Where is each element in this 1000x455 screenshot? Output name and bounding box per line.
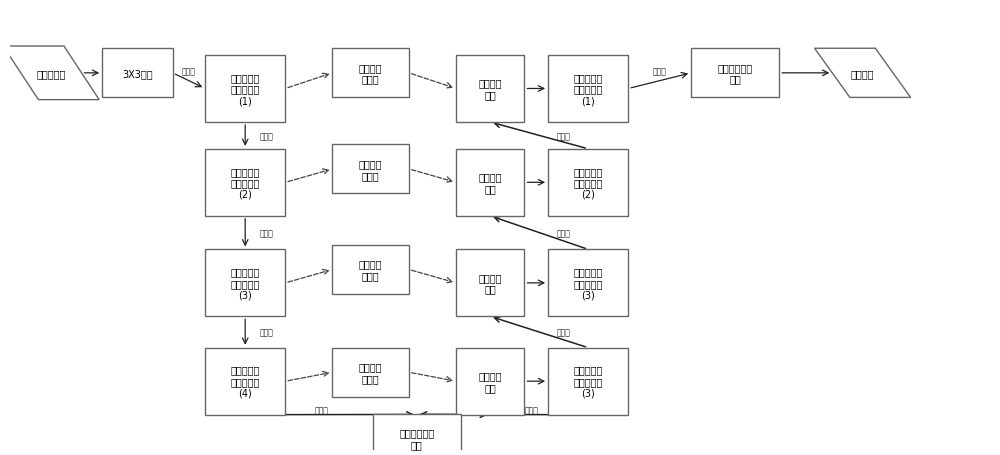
Text: 全局平均池化
模块: 全局平均池化 模块 xyxy=(718,63,753,85)
Text: 上采样: 上采样 xyxy=(557,228,571,238)
Text: 优化注意
力模块: 优化注意 力模块 xyxy=(359,63,382,85)
FancyBboxPatch shape xyxy=(548,56,628,123)
FancyBboxPatch shape xyxy=(332,49,409,98)
Text: 下采样: 下采样 xyxy=(182,67,196,76)
FancyBboxPatch shape xyxy=(332,245,409,294)
FancyBboxPatch shape xyxy=(205,149,285,217)
FancyBboxPatch shape xyxy=(332,145,409,194)
Text: 上采样: 上采样 xyxy=(525,406,539,415)
Polygon shape xyxy=(3,47,99,101)
FancyBboxPatch shape xyxy=(691,49,779,98)
FancyBboxPatch shape xyxy=(548,149,628,217)
Text: 下采样: 下采样 xyxy=(260,131,274,141)
FancyBboxPatch shape xyxy=(456,56,524,123)
Text: 优化注意
力模块: 优化注意 力模块 xyxy=(359,259,382,281)
Text: 特征融合
模块: 特征融合 模块 xyxy=(478,172,502,194)
Text: 深度分离随
机通道模块
(2): 深度分离随 机通道模块 (2) xyxy=(574,167,603,199)
Text: 下采样: 下采样 xyxy=(260,328,274,337)
Text: 上采样: 上采样 xyxy=(557,328,571,337)
Text: 深度分离随
机通道模块
(3): 深度分离随 机通道模块 (3) xyxy=(574,365,603,398)
Text: 分割结果: 分割结果 xyxy=(851,69,874,79)
Text: 深度分离随
机通道模块
(1): 深度分离随 机通道模块 (1) xyxy=(231,73,260,106)
FancyBboxPatch shape xyxy=(205,250,285,317)
Text: 深度分离随
机通道模块
(4): 深度分离随 机通道模块 (4) xyxy=(231,365,260,398)
FancyBboxPatch shape xyxy=(332,348,409,397)
Text: 深度分离随
机通道模块
(3): 深度分离随 机通道模块 (3) xyxy=(574,267,603,300)
FancyBboxPatch shape xyxy=(456,348,524,415)
FancyBboxPatch shape xyxy=(548,250,628,317)
Text: 优化注意
力模块: 优化注意 力模块 xyxy=(359,362,382,383)
FancyBboxPatch shape xyxy=(205,348,285,415)
Polygon shape xyxy=(815,49,911,98)
Text: 上采样: 上采样 xyxy=(653,67,667,76)
FancyBboxPatch shape xyxy=(102,49,173,98)
Text: 优化注意
力模块: 优化注意 力模块 xyxy=(359,159,382,180)
FancyBboxPatch shape xyxy=(373,415,461,455)
Text: 特征融合
模块: 特征融合 模块 xyxy=(478,79,502,100)
Text: 深度分离随
机通道模块
(1): 深度分离随 机通道模块 (1) xyxy=(574,73,603,106)
Text: 带分割图像: 带分割图像 xyxy=(36,69,66,79)
Text: 特征融合
模块: 特征融合 模块 xyxy=(478,273,502,294)
FancyBboxPatch shape xyxy=(205,56,285,123)
Text: 3X3卷积: 3X3卷积 xyxy=(122,69,153,79)
FancyBboxPatch shape xyxy=(456,149,524,217)
FancyBboxPatch shape xyxy=(456,250,524,317)
Text: 深度分离随
机通道模块
(3): 深度分离随 机通道模块 (3) xyxy=(231,267,260,300)
FancyBboxPatch shape xyxy=(548,348,628,415)
Text: 全局平均池化
模块: 全局平均池化 模块 xyxy=(399,427,434,449)
Text: 下采样: 下采样 xyxy=(314,406,328,415)
Text: 上采样: 上采样 xyxy=(557,131,571,141)
Text: 深度分离随
机通道模块
(2): 深度分离随 机通道模块 (2) xyxy=(231,167,260,199)
Text: 特征融合
模块: 特征融合 模块 xyxy=(478,370,502,392)
Text: 下采样: 下采样 xyxy=(260,228,274,238)
